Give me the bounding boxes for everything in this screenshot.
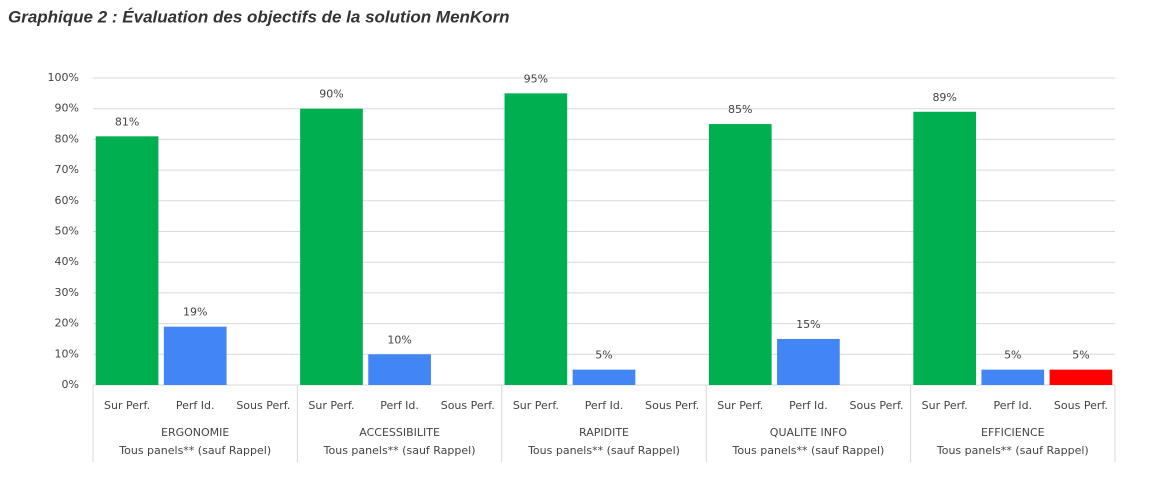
- x-tick-label: Sous Perf.: [645, 399, 699, 412]
- y-tick-label: 20%: [55, 317, 79, 330]
- x-group-note: Tous panels** (sauf Rappel): [936, 444, 1089, 457]
- x-group-note: Tous panels** (sauf Rappel): [527, 444, 680, 457]
- bar: [981, 369, 1045, 385]
- x-tick-label: Perf Id.: [585, 399, 624, 412]
- y-tick-label: 90%: [55, 102, 79, 115]
- x-tick-label: Sur Perf.: [513, 399, 559, 412]
- bar: [708, 124, 772, 386]
- x-group-label: EFFICIENCE: [981, 426, 1045, 439]
- data-label: 15%: [796, 318, 820, 331]
- data-label: 5%: [1072, 349, 1089, 362]
- x-tick-label: Sur Perf.: [922, 399, 968, 412]
- data-label: 85%: [728, 103, 752, 116]
- x-group-note: Tous panels** (sauf Rappel): [323, 444, 476, 457]
- x-group-label: ACCESSIBILITE: [359, 426, 440, 439]
- y-tick-label: 70%: [55, 163, 79, 176]
- bar: [777, 338, 840, 385]
- x-group-label: QUALITE INFO: [770, 426, 848, 439]
- y-tick-label: 30%: [55, 286, 79, 299]
- x-tick-label: Perf Id.: [993, 399, 1032, 412]
- y-tick-label: 50%: [55, 225, 79, 238]
- bar: [572, 369, 636, 385]
- data-label: 95%: [524, 72, 548, 85]
- x-tick-label: Perf Id.: [789, 399, 828, 412]
- bar: [163, 326, 227, 385]
- bar: [1049, 369, 1113, 385]
- x-tick-label: Sous Perf.: [236, 399, 290, 412]
- x-group-note: Tous panels** (sauf Rappel): [731, 444, 884, 457]
- y-tick-label: 0%: [62, 378, 79, 391]
- bar: [95, 136, 159, 385]
- bar: [368, 354, 431, 385]
- data-label: 5%: [595, 349, 612, 362]
- data-label: 89%: [932, 91, 956, 104]
- x-group-label: RAPIDITE: [579, 426, 629, 439]
- data-label: 19%: [183, 306, 207, 319]
- data-label: 5%: [1004, 349, 1021, 362]
- x-tick-label: Sur Perf.: [717, 399, 763, 412]
- x-tick-label: Sous Perf.: [441, 399, 495, 412]
- data-label: 90%: [319, 88, 343, 101]
- bar: [913, 111, 977, 386]
- x-tick-label: Sur Perf.: [104, 399, 150, 412]
- x-tick-label: Perf Id.: [176, 399, 215, 412]
- data-label: 10%: [387, 333, 411, 346]
- chart-title: Graphique 2 : Évaluation des objectifs d…: [8, 7, 510, 26]
- x-tick-label: Sous Perf.: [850, 399, 904, 412]
- bar: [504, 93, 568, 385]
- y-tick-label: 100%: [48, 71, 79, 84]
- data-label: 81%: [115, 115, 139, 128]
- y-tick-label: 40%: [55, 255, 79, 268]
- y-tick-label: 60%: [55, 194, 79, 207]
- y-tick-label: 80%: [55, 132, 79, 145]
- bar: [300, 108, 363, 385]
- x-tick-label: Sur Perf.: [308, 399, 354, 412]
- x-tick-label: Perf Id.: [380, 399, 419, 412]
- x-group-label: ERGONOMIE: [161, 426, 229, 439]
- x-tick-label: Sous Perf.: [1054, 399, 1108, 412]
- x-group-note: Tous panels** (sauf Rappel): [118, 444, 271, 457]
- y-tick-label: 10%: [55, 347, 79, 360]
